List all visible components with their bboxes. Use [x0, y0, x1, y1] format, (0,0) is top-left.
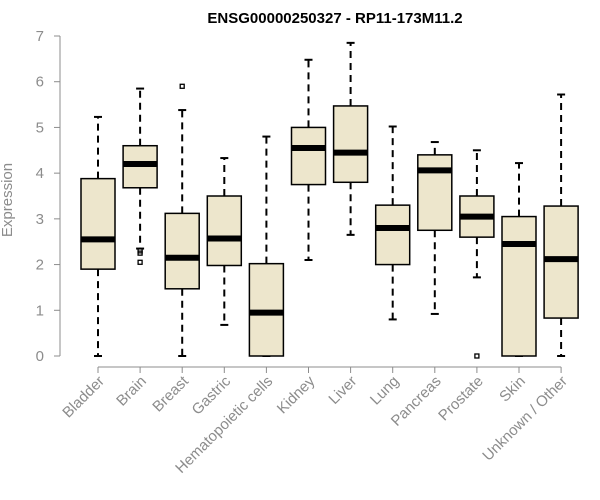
outlier-2-0	[179, 83, 185, 89]
x-tick-label-10: Skin	[496, 373, 529, 406]
x-tick-label-7: Lung	[367, 373, 403, 409]
y-tick-label-1: 1	[36, 302, 44, 319]
y-tick-label-3: 3	[36, 211, 44, 228]
outlier-1-0	[137, 259, 143, 265]
box-group-8	[417, 141, 453, 315]
box-group-11	[543, 93, 579, 357]
y-axis-label: Expression	[0, 163, 16, 237]
box-group-7	[374, 125, 411, 321]
box-8	[417, 154, 453, 232]
box-2	[164, 212, 200, 290]
box-7	[374, 204, 411, 266]
x-tick-label-6: Liver	[325, 373, 360, 408]
box-group-1	[122, 87, 158, 265]
box-5	[290, 126, 327, 186]
box-group-0	[80, 115, 116, 357]
y-tick-label-2: 2	[36, 257, 44, 274]
y-tick-label-0: 0	[36, 348, 44, 365]
outlier-9-0	[474, 353, 480, 359]
x-tick-label-2: Breast	[149, 372, 192, 415]
x-tick-label-0: Bladder	[59, 373, 108, 422]
y-tick-label-5: 5	[36, 119, 44, 136]
box-6	[332, 105, 369, 184]
y-tick-label-7: 7	[36, 28, 44, 45]
box-group-6	[332, 41, 369, 236]
box-group-4	[248, 135, 285, 357]
box-group-9	[459, 149, 495, 359]
outlier-1-2	[137, 248, 143, 254]
chart-title: ENSG00000250327 - RP11-173M11.2	[207, 10, 462, 27]
box-group-5	[290, 58, 327, 261]
box-group-10	[501, 162, 537, 357]
y-tick-label-4: 4	[36, 165, 44, 182]
box-group-2	[164, 83, 200, 357]
y-axis: 0 1 2 3 4 5 6 7	[36, 28, 61, 365]
box-group-3	[206, 157, 243, 326]
y-tick-label-6: 6	[36, 74, 44, 91]
x-tick-label-1: Brain	[113, 373, 150, 410]
boxes	[80, 41, 579, 359]
x-tick-label-5: Kidney	[274, 372, 319, 417]
box-3	[206, 195, 243, 267]
x-tick-label-9: Prostate	[435, 373, 487, 425]
box-10	[501, 215, 537, 357]
box-0	[80, 177, 116, 270]
